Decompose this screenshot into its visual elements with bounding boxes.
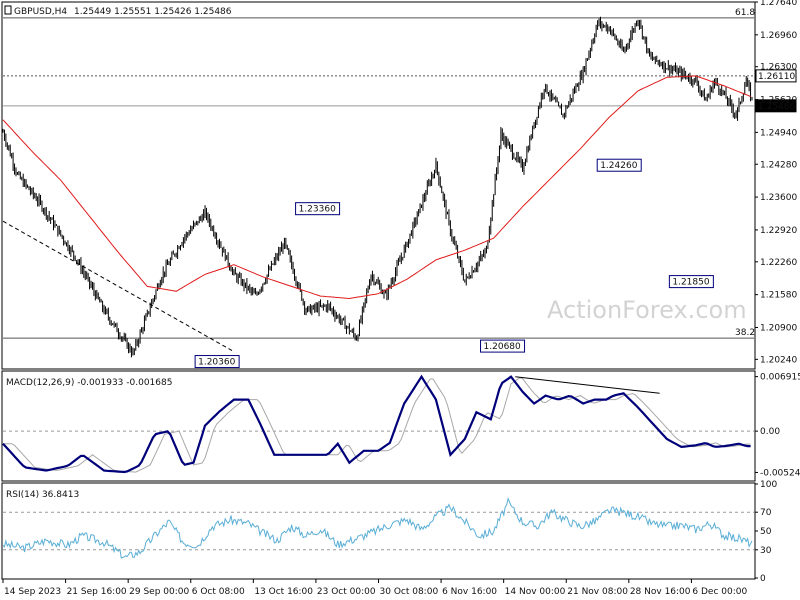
x-tick-label-0: 14 Sep 2023 [4,587,61,597]
rsi-panel-frame [1,482,756,580]
macd-lines [2,374,751,474]
price-y-tick-label-3: 1.25620 [760,96,797,106]
price-y-tick-label-2: 1.26300 [760,63,797,73]
moving-average [2,75,751,300]
price-panel-frame [1,1,756,370]
macd-y-tick-label-1: 0.00 [760,427,780,437]
price-annotation-1: 1.23360 [299,205,336,215]
symbol-icon [4,5,12,15]
watermark-text: ActionForex.com [547,296,747,324]
price-annotation-3: 1.24260 [600,161,637,171]
price-y-tick-label-10: 1.20900 [760,323,797,333]
price-y-tick-label-0: 1.27640 [760,0,797,8]
rsi-series-line [2,496,753,559]
price-horizontal-lines: 61.8 1.26110 1.25486 38.2 [3,8,797,339]
price-hline-tag-label-2: 1.25486 [758,102,795,112]
price-y-tick-label-9: 1.21580 [760,291,797,301]
macd-signal-line [3,377,751,473]
price-annotation-box-2 [480,339,526,353]
price-hline-label-0: 61.8 [735,8,755,18]
x-tick-label-3: 6 Oct 08:00 [192,587,245,597]
price-hline-label-3: 38.2 [735,328,755,338]
rsi-levels [3,511,754,551]
rsi-y-tick-label-4: 0 [760,574,766,584]
price-y-tick-label-7: 1.22920 [760,226,797,236]
macd-y-tick-label-0: 0.006915 [760,373,800,383]
price-y-tick-label-1: 1.26960 [760,31,797,41]
rsi-y-tick-label-3: 30 [760,546,772,556]
rsi-y-axis: 100 70 50 30 0 [755,480,777,584]
price-y-tick-label-8: 1.22260 [760,258,797,268]
macd-main-line [2,374,751,474]
price-y-tick-label-5: 1.24280 [760,160,797,170]
rsi-y-tick-label-2: 50 [760,527,772,537]
x-tick-label-7: 6 Nov 16:00 [442,587,497,597]
macd-trendline [515,376,660,394]
time-axis: 14 Sep 2023 21 Sep 16:00 29 Sep 00:00 6 Oct… [2,579,747,597]
x-tick-label-1: 21 Sep 16:00 [67,587,127,597]
price-trendline-segment [2,220,235,353]
price-annotation-box-3 [596,158,642,172]
x-tick-label-8: 14 Nov 00:00 [505,587,566,597]
x-tick-label-2: 29 Sep 00:00 [129,587,189,597]
price-trendline [2,220,235,353]
x-tick-label-11: 6 Dec 00:00 [692,587,747,597]
price-hline-tag-1 [755,69,797,83]
price-y-axis: 1.27640 1.26960 1.26300 1.25620 1.24940 1.242… [755,0,797,365]
symbol-label: GBPUSD,H4 [14,7,67,17]
price-hline-tag-label-1: 1.26110 [758,72,795,82]
rsi-line [2,496,753,559]
macd-panel-frame [1,370,756,482]
moving-average-line [2,75,751,300]
x-tick-label-5: 23 Oct 00:00 [317,587,376,597]
rsi-title: RSI(14) 36.8413 [6,490,79,500]
price-annotations: 1.203601.233601.206801.242601.218501.273… [194,158,714,369]
ohlc-values: 1.25449 1.25551 1.25426 1.25486 [74,7,232,17]
chart-symbol: GBPUSD,H4 1.25449 1.25551 1.25426 1.2548… [14,7,232,17]
price-y-tick-label-6: 1.23600 [760,193,797,203]
x-tick-label-9: 21 Nov 08:00 [567,587,628,597]
price-y-tick-label-11: 1.20240 [760,355,797,365]
price-y-tick-label-4: 1.24940 [760,128,797,138]
price-bars [2,16,753,358]
x-tick-label-10: 28 Nov 16:00 [630,587,691,597]
x-tick-label-4: 13 Oct 16:00 [254,587,313,597]
price-annotation-2: 1.20680 [484,342,521,352]
price-annotation-4: 1.21850 [672,278,709,288]
price-hline-tag-2 [755,99,797,113]
price-annotation-box-1 [295,202,341,216]
price-annotation-box-0 [194,355,240,369]
rsi-y-tick-label-0: 100 [760,480,777,490]
x-tick-label-6: 30 Oct 08:00 [380,587,439,597]
rsi-y-tick-label-1: 70 [760,508,772,518]
price-annotation-0: 1.20360 [198,358,235,368]
macd-title: MACD(12,26,9) -0.001933 -0.001685 [6,378,172,388]
price-annotation-box-4 [668,275,714,289]
